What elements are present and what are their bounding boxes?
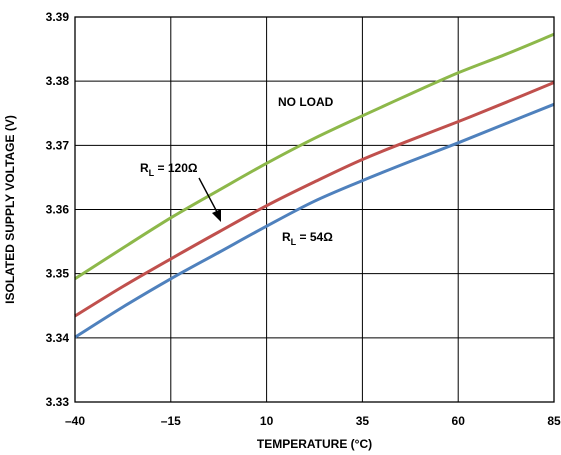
x-tick-label: 10 [260,414,274,428]
annotation-rl-120-sub: L [149,168,155,178]
series-line-r-l-120 [74,81,555,318]
y-tick-label: 3.39 [46,10,70,24]
annotation-rl-120-value: = 120Ω [154,161,198,175]
series-line-no-load [74,32,555,281]
annotation-no-load: NO LOAD [278,95,334,109]
annotation-rl-54-value: = 54Ω [296,230,333,244]
series-line-r-l-54 [74,102,555,339]
x-tick-label: –40 [65,414,85,428]
arrowhead-icon [212,209,221,222]
y-tick-label: 3.38 [46,74,70,88]
y-tick-label: 3.33 [46,395,70,409]
annotation-arrow [198,177,218,213]
series-lines [74,32,555,339]
annotation-rl-120: RL = 120Ω [140,161,198,178]
annotation-rl-54: RL = 54Ω [282,230,333,247]
x-axis-label: TEMPERATURE (°C) [257,437,372,451]
x-tick-label: 35 [356,414,370,428]
plot-border [74,16,555,403]
y-tick-label: 3.35 [46,267,70,281]
x-tick-labels: –40 –15 10 35 60 85 [65,414,561,428]
annotation-no-load-text: NO LOAD [278,95,334,109]
x-tick-label: –15 [161,414,181,428]
y-tick-label: 3.36 [46,203,70,217]
y-tick-label: 3.37 [46,138,70,152]
annotation-rl-120-r: R [140,161,149,175]
x-tick-label: 60 [452,414,466,428]
y-tick-labels: 3.33 3.34 3.35 3.36 3.37 3.38 3.39 [46,10,70,409]
grid [74,16,555,403]
y-axis-label: ISOLATED SUPPLY VOLTAGE (V) [3,115,17,304]
y-tick-label: 3.34 [46,331,70,345]
annotation-rl-54-sub: L [291,237,297,247]
annotation-rl-54-r: R [282,230,291,244]
x-tick-label: 85 [547,414,561,428]
